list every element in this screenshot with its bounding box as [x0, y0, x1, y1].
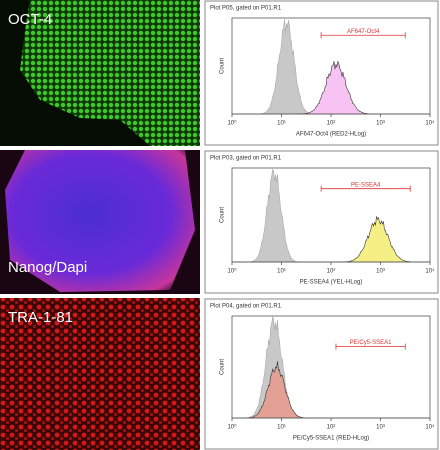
x-tick-label: 10⁰: [227, 268, 237, 275]
colony-image: [5, 150, 195, 292]
plot-frame: [204, 0, 439, 146]
x-tick-label: 10⁰: [227, 120, 237, 127]
plot-frame: [204, 298, 439, 450]
plot-frame: [204, 150, 439, 294]
x-tick-label: 10¹: [277, 269, 286, 275]
plot-title: Plot P04, gated on P01.R1: [210, 304, 282, 310]
x-tick-label: 10²: [327, 121, 336, 127]
y-axis-label: Count: [220, 207, 226, 223]
image-label: OCT-4: [8, 11, 52, 28]
x-tick-label: 10²: [327, 269, 336, 275]
x-tick-label: 10³: [376, 269, 385, 275]
plot-title: Plot P03, gated on P01.R1: [210, 156, 282, 162]
x-axis-label: AF647-Oct4 (RED2-HLog): [296, 132, 366, 138]
plot-title: Plot P05, gated on P01.R1: [210, 6, 282, 12]
image-label: TRA-1-81: [8, 309, 73, 326]
x-tick-label: 10³: [376, 121, 385, 127]
gate-label: PE-SSEA4: [351, 182, 381, 188]
x-tick-label: 10²: [327, 425, 336, 431]
x-tick-label: 10⁴: [425, 424, 435, 431]
gate-label: PE/Cy5-SSEA1: [350, 340, 392, 346]
colony-image: [20, 0, 200, 146]
y-axis-label: Count: [220, 58, 226, 74]
y-axis-label: Count: [220, 359, 226, 375]
x-tick-label: 10¹: [277, 121, 286, 127]
x-tick-label: 10³: [376, 425, 385, 431]
colony-image: [0, 298, 200, 450]
x-tick-label: 10⁴: [425, 120, 435, 127]
x-tick-label: 10¹: [277, 425, 286, 431]
x-tick-label: 10⁰: [227, 424, 237, 431]
x-axis-label: PE-SSEA4 (YEL-HLog): [300, 280, 363, 286]
gate-label: AF647-Oct4: [347, 29, 380, 35]
x-tick-label: 10⁴: [425, 268, 435, 275]
x-axis-label: PE/Cy5-SSEA1 (RED-HLog): [293, 436, 369, 442]
image-label: Nanog/Dapi: [8, 259, 87, 276]
